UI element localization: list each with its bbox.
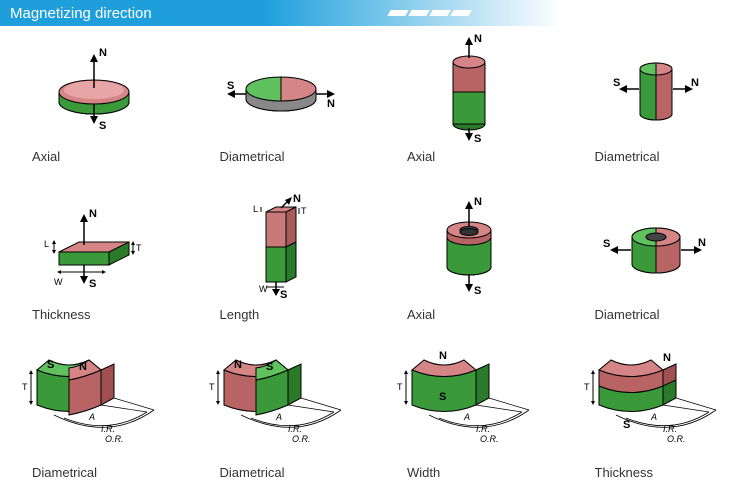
label-arc-diam2: Diametrical: [192, 465, 372, 480]
svg-text:A: A: [650, 412, 657, 422]
svg-text:N: N: [474, 33, 482, 45]
svg-text:N: N: [663, 352, 671, 364]
cell-ring-axial: N S Axial: [375, 184, 563, 342]
svg-text:I.R.: I.R.: [476, 424, 490, 434]
svg-text:N: N: [474, 196, 482, 208]
svg-text:S: S: [89, 278, 96, 290]
svg-text:O.R.: O.R.: [667, 434, 686, 444]
diagram-arc-width: N S T A I.R. O.R.: [389, 350, 549, 460]
svg-text:O.R.: O.R.: [292, 434, 311, 444]
cell-arc-thick: N S T A I.R. O.R. Thickness: [563, 342, 750, 500]
svg-text:N: N: [89, 208, 97, 220]
diagram-arc-diam1: S N T A I.R. O.R.: [14, 350, 174, 460]
svg-text:T: T: [301, 206, 307, 216]
header-decor: [389, 10, 470, 16]
svg-text:I.R.: I.R.: [663, 424, 677, 434]
label-disc-diam: Diametrical: [192, 149, 372, 164]
svg-text:S: S: [474, 285, 481, 297]
cell-ring-diam: S N Diametrical: [563, 184, 750, 342]
svg-text:S: S: [227, 80, 234, 92]
svg-text:S: S: [47, 359, 54, 371]
header-bar: Magnetizing direction: [0, 0, 750, 26]
label-arc-diam1: Diametrical: [4, 465, 184, 480]
svg-text:S: S: [280, 289, 287, 301]
svg-text:S: S: [99, 120, 106, 132]
svg-text:S: S: [613, 77, 620, 89]
svg-text:A: A: [275, 412, 282, 422]
diagram-disc-axial: N S: [14, 34, 174, 144]
label-block-length: Length: [192, 307, 372, 322]
svg-text:N: N: [234, 359, 242, 371]
svg-text:W: W: [259, 284, 268, 294]
cell-cyl-axial: N S Axial: [375, 26, 563, 184]
diagram-grid: N S Axial S N Diametrical: [0, 26, 750, 500]
diagram-arc-thick: N S T A I.R. O.R.: [576, 350, 736, 460]
svg-text:T: T: [209, 382, 215, 392]
cell-arc-diam1: S N T A I.R. O.R. Diametrical: [0, 342, 188, 500]
label-cyl-diam: Diametrical: [567, 149, 747, 164]
svg-text:T: T: [22, 382, 28, 392]
label-block-thick: Thickness: [4, 307, 184, 322]
label-ring-diam: Diametrical: [567, 307, 747, 322]
label-disc-axial: Axial: [4, 149, 184, 164]
cell-block-length: N S L W T Length: [188, 184, 376, 342]
svg-text:T: T: [397, 382, 403, 392]
svg-text:N: N: [293, 193, 301, 205]
cell-disc-diam: S N Diametrical: [188, 26, 376, 184]
diagram-cyl-axial: N S: [389, 34, 549, 144]
cell-block-thick: N S L W T Thickness: [0, 184, 188, 342]
svg-text:S: S: [439, 391, 446, 403]
svg-text:N: N: [99, 47, 107, 59]
diagram-disc-diam: S N: [201, 34, 361, 144]
diagram-ring-axial: N S: [389, 192, 549, 302]
header-title: Magnetizing direction: [0, 5, 152, 22]
svg-text:O.R.: O.R.: [105, 434, 124, 444]
diagram-arc-diam2: N S T A I.R. O.R.: [201, 350, 361, 460]
svg-text:O.R.: O.R.: [480, 434, 499, 444]
svg-text:A: A: [463, 412, 470, 422]
svg-text:S: S: [603, 238, 610, 250]
cell-arc-diam2: N S T A I.R. O.R. Diametrical: [188, 342, 376, 500]
label-arc-thick: Thickness: [567, 465, 747, 480]
label-ring-axial: Axial: [379, 307, 559, 322]
diagram-block-length: N S L W T: [201, 192, 361, 302]
label-arc-width: Width: [379, 465, 559, 480]
label-cyl-axial: Axial: [379, 149, 559, 164]
svg-text:N: N: [327, 98, 335, 110]
svg-text:L: L: [44, 239, 49, 249]
diagram-ring-diam: S N: [576, 192, 736, 302]
cell-disc-axial: N S Axial: [0, 26, 188, 184]
svg-text:N: N: [691, 77, 699, 89]
svg-text:S: S: [474, 133, 481, 145]
svg-text:T: T: [584, 382, 590, 392]
svg-text:I.R.: I.R.: [101, 424, 115, 434]
svg-text:I.R.: I.R.: [288, 424, 302, 434]
diagram-block-thick: N S L W T: [14, 192, 174, 302]
cell-cyl-diam: S N Diametrical: [563, 26, 750, 184]
diagram-cyl-diam: S N: [576, 34, 736, 144]
svg-text:S: S: [266, 361, 273, 373]
svg-text:L: L: [253, 204, 258, 214]
svg-text:N: N: [439, 350, 447, 362]
svg-text:N: N: [79, 361, 87, 373]
cell-arc-width: N S T A I.R. O.R. Width: [375, 342, 563, 500]
svg-text:A: A: [88, 412, 95, 422]
svg-text:W: W: [54, 277, 63, 287]
svg-text:N: N: [698, 237, 706, 249]
svg-text:T: T: [136, 243, 142, 253]
